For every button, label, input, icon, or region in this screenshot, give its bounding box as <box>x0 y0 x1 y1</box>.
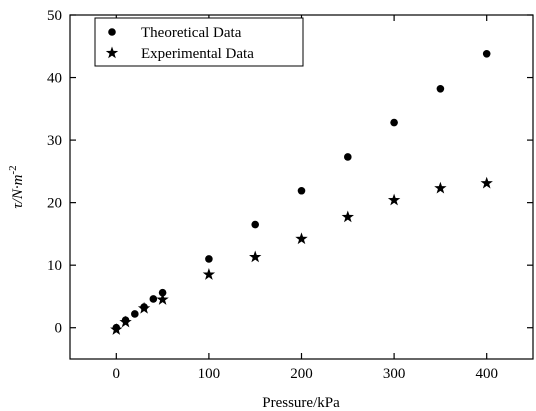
x-tick-label: 300 <box>383 366 406 382</box>
y-tick-label: 40 <box>47 71 62 87</box>
legend-marker-circle <box>108 28 116 36</box>
experimental-point <box>434 181 447 194</box>
legend: Theoretical Data Experimental Data <box>94 17 304 67</box>
series-2 <box>110 176 493 335</box>
experimental-point <box>202 268 216 280</box>
experimental-point <box>119 315 132 328</box>
y-tick-label: 10 <box>47 258 62 274</box>
x-tick-label: 400 <box>475 366 498 382</box>
theoretical-point <box>205 255 213 263</box>
y-axis-label: τ/N·m-2 <box>7 165 26 208</box>
experimental-point <box>110 323 123 335</box>
y-tick-label: 50 <box>47 8 62 24</box>
x-tick-label: 0 <box>113 366 121 382</box>
legend-marker-star <box>105 46 119 59</box>
theoretical-point <box>131 310 139 318</box>
theoretical-point <box>158 288 167 297</box>
theoretical-point <box>297 186 306 195</box>
series-1 <box>112 49 491 332</box>
theoretical-point <box>436 85 445 93</box>
experimental-point <box>156 293 169 305</box>
y-tick-label: 0 <box>55 321 63 337</box>
experimental-point <box>295 232 308 245</box>
y-axis-label-superscript: -2 <box>7 165 19 174</box>
theoretical-point <box>482 49 491 58</box>
experimental-point <box>249 250 262 263</box>
x-axis-label: Pressure/kPa <box>262 395 340 411</box>
theoretical-point <box>149 295 158 303</box>
experimental-point <box>480 176 493 189</box>
y-tick-label: 20 <box>47 196 62 212</box>
data-points <box>110 49 493 335</box>
tick-labels: 0 100 200 300 400 0 10 20 30 40 50 <box>47 8 498 382</box>
x-tick-label: 100 <box>198 366 221 382</box>
theoretical-point <box>390 118 398 127</box>
experimental-point <box>387 193 401 206</box>
y-tick-label: 30 <box>47 133 62 149</box>
legend-label: Theoretical Data <box>141 25 242 41</box>
x-tick-label: 200 <box>290 366 313 382</box>
experimental-point <box>137 301 151 314</box>
theoretical-point <box>344 153 352 161</box>
experimental-point <box>341 210 354 223</box>
legend-box <box>94 17 304 67</box>
y-axis-label-main: τ/N·m <box>10 174 26 208</box>
theoretical-point <box>251 220 259 229</box>
legend-label: Experimental Data <box>141 46 254 62</box>
